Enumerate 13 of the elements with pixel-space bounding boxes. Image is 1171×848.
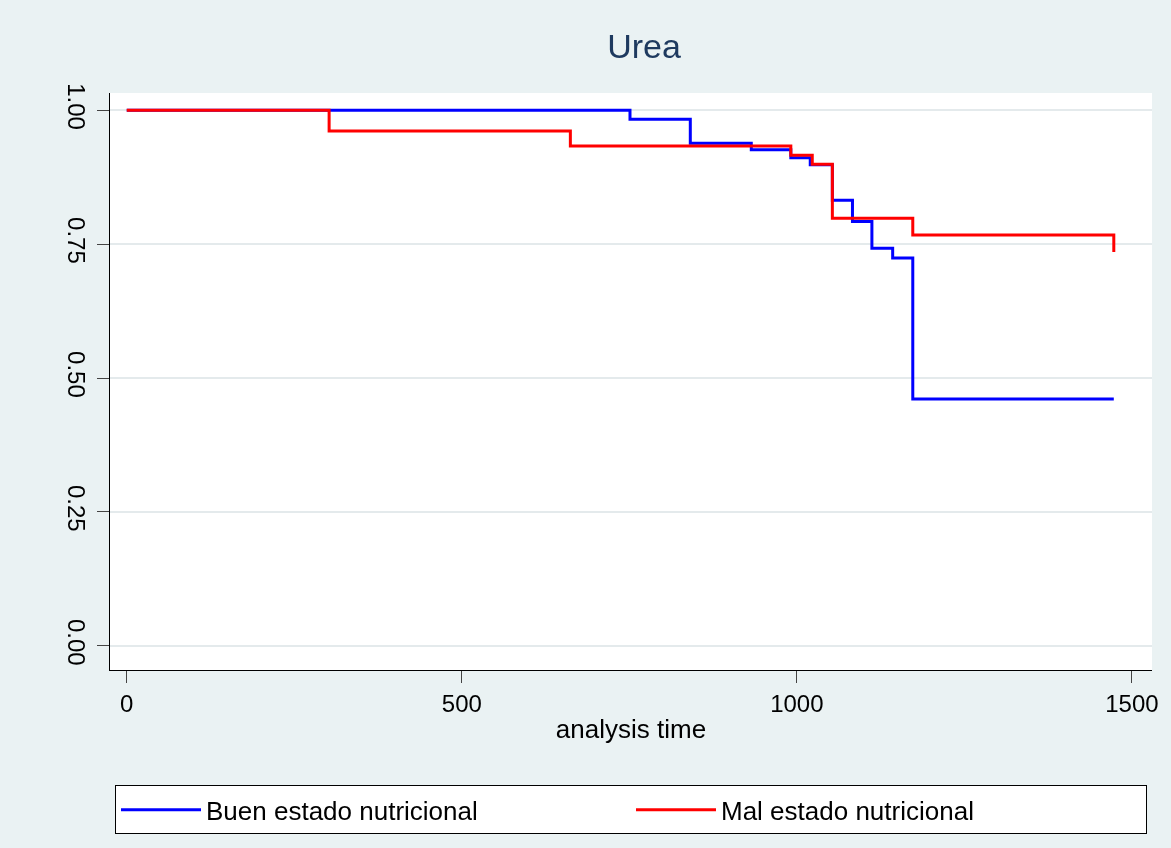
y-tick-label: 1.00 bbox=[63, 83, 91, 130]
y-tick-label: 0.25 bbox=[63, 484, 91, 532]
y-tick-label: 0.00 bbox=[63, 618, 91, 666]
legend-label: Mal estado nutricional bbox=[721, 795, 974, 826]
chart-title: Urea bbox=[607, 26, 681, 65]
y-tick-label: 0.50 bbox=[63, 351, 91, 398]
x-tick-label: 0 bbox=[120, 689, 134, 717]
x-tick-label: 1000 bbox=[770, 689, 824, 717]
y-tick-label: 0.75 bbox=[63, 217, 91, 264]
legend-label: Buen estado nutricional bbox=[206, 795, 478, 826]
x-tick-label: 1500 bbox=[1105, 689, 1159, 717]
x-tick-label: 500 bbox=[441, 689, 482, 717]
x-axis-title: analysis time bbox=[555, 714, 707, 745]
